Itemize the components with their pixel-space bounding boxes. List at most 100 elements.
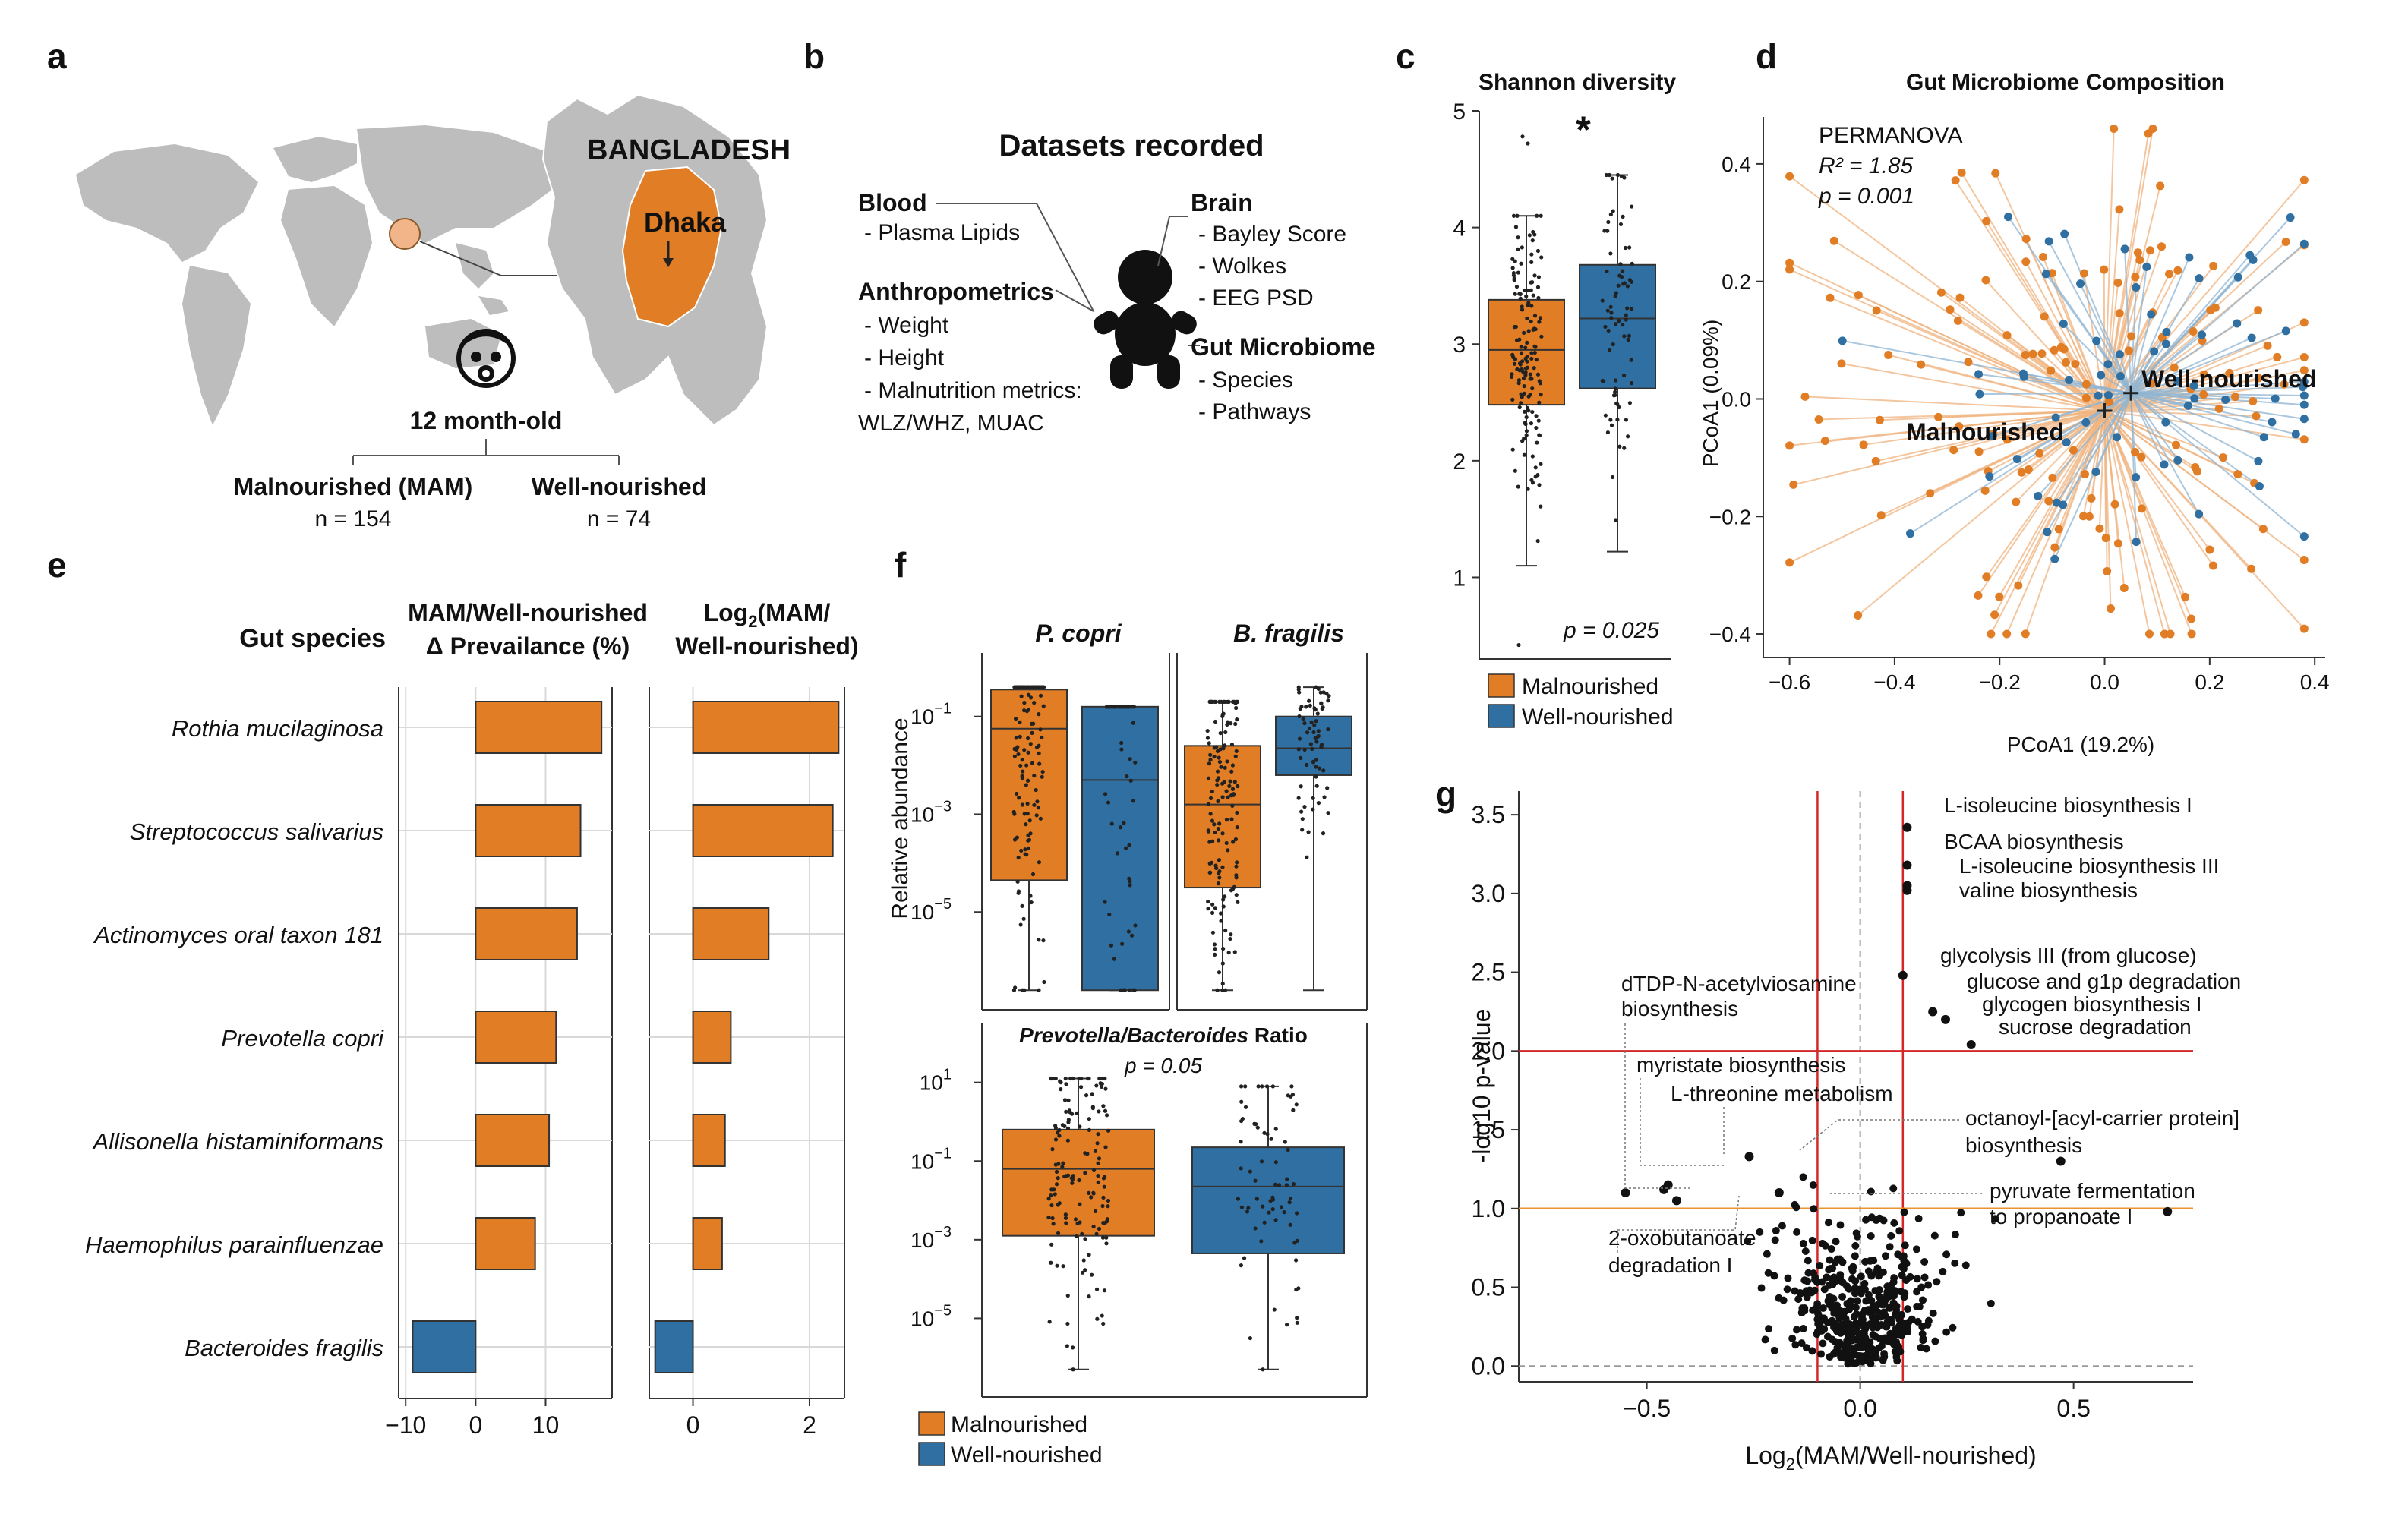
jitter-point bbox=[1226, 699, 1230, 704]
pathway-point bbox=[1791, 1341, 1800, 1349]
ray-malnourished bbox=[2015, 410, 2106, 503]
pathway-point bbox=[1832, 1327, 1841, 1335]
point-malnourished bbox=[2095, 524, 2104, 533]
jitter-point bbox=[1326, 698, 1330, 703]
point-well-nourished bbox=[1988, 431, 1997, 440]
jitter-point bbox=[1026, 833, 1030, 837]
pathway-point bbox=[1930, 1231, 1939, 1240]
ray-malnourished bbox=[1994, 172, 2106, 411]
jitter-point bbox=[1059, 1087, 1063, 1092]
jitter-point bbox=[1016, 752, 1021, 757]
jitter-point bbox=[1524, 429, 1529, 434]
jitter-point bbox=[1617, 405, 1621, 410]
jitter-point bbox=[1220, 865, 1225, 869]
bangladesh-map bbox=[541, 93, 768, 427]
jitter-point bbox=[1064, 1221, 1068, 1225]
jitter-point bbox=[1299, 755, 1303, 760]
jitter-point bbox=[1037, 860, 1042, 865]
jitter-point bbox=[1239, 1099, 1244, 1104]
label-pyruvate-1: pyruvate fermentation bbox=[1990, 1179, 2195, 1203]
jitter-point bbox=[1529, 304, 1534, 308]
jitter-point bbox=[1208, 758, 1213, 762]
jitter-point bbox=[1047, 1320, 1052, 1324]
point-malnourished bbox=[2198, 336, 2207, 345]
point-well-nourished bbox=[2044, 237, 2053, 246]
jitter-point bbox=[1220, 831, 1225, 836]
y-tick-label: 5 bbox=[1453, 99, 1466, 125]
panel-d: d Gut Microbiome Composition −0.6 −0.4 −0.… bbox=[1699, 36, 2330, 756]
jitter-point bbox=[1104, 1235, 1109, 1240]
jitter-point bbox=[1287, 1200, 1292, 1205]
point-malnourished bbox=[2081, 380, 2091, 389]
ray-malnourished bbox=[1968, 361, 2105, 411]
jitter-point bbox=[1613, 386, 1617, 391]
jitter-point bbox=[1609, 423, 1614, 427]
pathway-point bbox=[1838, 1307, 1846, 1316]
jitter-point bbox=[1286, 1147, 1290, 1152]
jitter-point bbox=[1233, 754, 1238, 758]
jitter-point bbox=[1231, 793, 1236, 797]
pathway-point bbox=[1827, 1245, 1835, 1253]
point-malnourished bbox=[2079, 269, 2088, 278]
point-well-nourished bbox=[2183, 401, 2192, 410]
jitter-point bbox=[1295, 1320, 1299, 1325]
brain-item-0: - Bayley Score bbox=[1198, 222, 1346, 247]
jitter-point bbox=[1207, 741, 1211, 746]
point-well-nourished bbox=[2195, 509, 2204, 519]
jitter-point bbox=[1520, 307, 1525, 312]
point-well-nourished bbox=[2281, 326, 2290, 336]
jitter-point bbox=[1532, 344, 1537, 348]
jitter-point bbox=[1316, 729, 1321, 733]
jitter-point bbox=[1510, 447, 1515, 452]
jitter-point bbox=[1053, 1124, 1058, 1128]
pathway-point bbox=[1818, 1278, 1826, 1286]
pathway-point bbox=[1892, 1302, 1901, 1310]
jitter-point bbox=[1018, 720, 1022, 724]
jitter-point bbox=[1210, 930, 1216, 935]
jitter-point bbox=[1223, 894, 1227, 899]
panel-letter-e: e bbox=[47, 545, 67, 585]
label-dtdp-1: dTDP-N-acetylviosamine bbox=[1621, 972, 1857, 995]
jitter-point bbox=[1617, 444, 1622, 449]
jitter-point bbox=[1226, 720, 1230, 724]
point-well-nourished bbox=[2103, 360, 2113, 369]
jitter-point bbox=[1026, 838, 1030, 843]
box bbox=[1488, 298, 1565, 406]
pathway-point bbox=[1913, 1275, 1921, 1283]
jitter-point bbox=[1606, 328, 1611, 333]
point-malnourished bbox=[2280, 380, 2289, 389]
jitter-point bbox=[1063, 1076, 1068, 1081]
point-well-nourished bbox=[1974, 370, 1984, 379]
pathway-point bbox=[1913, 1288, 1921, 1296]
point-malnourished bbox=[2254, 374, 2263, 383]
jitter-point bbox=[1607, 348, 1612, 353]
jitter-point bbox=[1083, 1171, 1087, 1175]
jitter-point bbox=[1037, 751, 1041, 755]
point-well-nourished bbox=[2120, 244, 2129, 254]
pathway-point bbox=[1942, 1250, 1951, 1259]
jitter-point bbox=[1315, 734, 1320, 739]
point-malnourished bbox=[2137, 452, 2146, 462]
jitter-point bbox=[1529, 319, 1533, 324]
point-malnourished bbox=[2299, 435, 2309, 444]
legend-f-mal-label: Malnourished bbox=[951, 1412, 1087, 1437]
jitter-point bbox=[1101, 1176, 1106, 1181]
pathway-point bbox=[1904, 1328, 1912, 1336]
jitter-point bbox=[1272, 1307, 1277, 1312]
jitter-point bbox=[1239, 1263, 1243, 1268]
label-myristate: myristate biosynthesis bbox=[1636, 1053, 1845, 1077]
point-malnourished bbox=[2252, 411, 2261, 421]
y-tick-label: 10−5 bbox=[910, 1302, 952, 1330]
jitter-point bbox=[1041, 704, 1046, 708]
point-malnourished bbox=[1926, 489, 1935, 498]
jitter-point bbox=[1097, 1109, 1101, 1114]
point-well-nourished bbox=[2233, 319, 2242, 328]
pathway-point bbox=[1813, 1300, 1822, 1308]
jitter-point bbox=[1519, 345, 1523, 349]
jitter-point bbox=[1089, 1195, 1094, 1200]
ray-malnourished bbox=[2103, 410, 2186, 598]
box bbox=[1002, 1128, 1155, 1237]
jitter-point bbox=[1609, 316, 1614, 320]
jitter-point bbox=[1516, 378, 1522, 383]
jitter-point bbox=[1065, 1126, 1071, 1130]
